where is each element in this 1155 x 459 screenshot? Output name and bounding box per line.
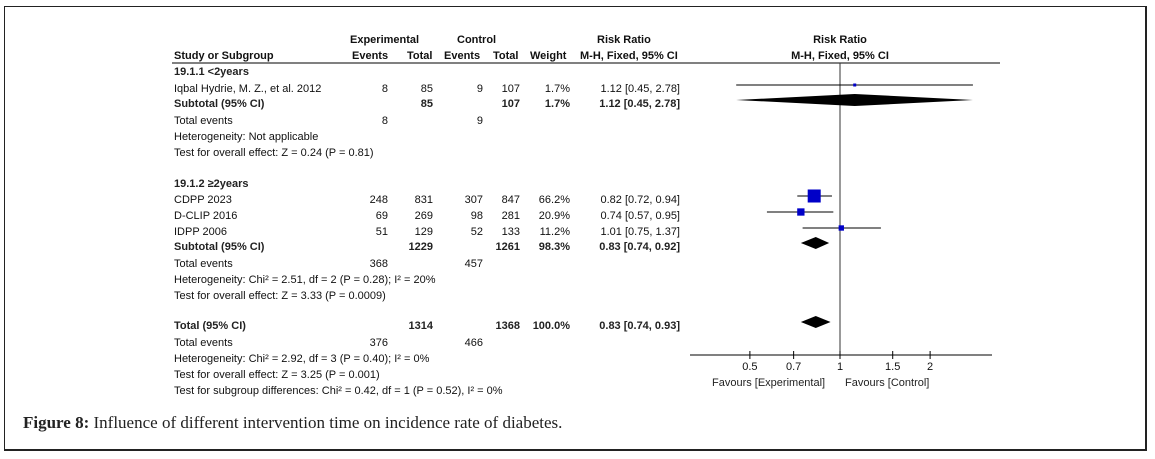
- caption-text: Influence of different intervention time…: [89, 413, 563, 432]
- summary-diamond: [736, 94, 973, 106]
- ctl-total: 847: [501, 194, 520, 206]
- exp-events: 248: [369, 194, 388, 206]
- x-tick-label: 1.5: [885, 361, 900, 373]
- header-control: Control: [457, 34, 497, 46]
- figure-frame: [4, 6, 1147, 451]
- header-study: Study or Subgroup: [174, 50, 274, 62]
- exp-events: 8: [381, 83, 388, 95]
- overall-total-events-label: Total events: [174, 337, 233, 349]
- subgroup-title: 19.1.1 <2years: [174, 66, 249, 78]
- weight: 20.9%: [538, 210, 570, 222]
- x-tick-label: 1: [837, 361, 843, 373]
- overall-ctl-total: 1368: [495, 320, 520, 332]
- exp-total: 85: [420, 83, 433, 95]
- ctl-events: 9: [476, 83, 483, 95]
- study-name: IDPP 2006: [174, 226, 228, 238]
- study-name: CDPP 2023: [174, 194, 232, 206]
- x-tick-label: 2: [927, 361, 933, 373]
- exp-total: 269: [414, 210, 433, 222]
- overall-weight: 100.0%: [532, 320, 570, 332]
- overall-rr: 0.83 [0.74, 0.93]: [599, 320, 680, 332]
- rr-ci: 0.82 [0.72, 0.94]: [600, 194, 680, 206]
- subtotal-rr: 1.12 [0.45, 2.78]: [599, 98, 680, 110]
- header-exp-total: Total: [407, 50, 433, 62]
- total-events-label: Total events: [174, 258, 233, 270]
- summary-diamond: [800, 316, 831, 328]
- favours-control-label: Favours [Control]: [845, 377, 930, 389]
- exp-total: 129: [414, 226, 433, 238]
- weight: 66.2%: [538, 194, 570, 206]
- subtotal-weight: 98.3%: [538, 241, 570, 253]
- total-events-ctl: 457: [464, 258, 483, 270]
- subtotal-label: Subtotal (95% CI): [174, 241, 265, 253]
- favours-experimental-label: Favours [Experimental]: [712, 377, 826, 389]
- overall-effect: Test for overall effect: Z = 0.24 (P = 0…: [174, 147, 374, 159]
- subtotal-label: Subtotal (95% CI): [174, 98, 265, 110]
- study-box: [807, 189, 821, 203]
- weight: 11.2%: [539, 226, 570, 238]
- x-tick-label: 0.5: [742, 361, 757, 373]
- subtotal-weight: 1.7%: [544, 98, 570, 110]
- plot-method: M-H, Fixed, 95% CI: [791, 50, 889, 62]
- study-box: [853, 83, 857, 87]
- subgroup-differences: Test for subgroup differences: Chi² = 0.…: [174, 385, 503, 397]
- header-weight: Weight: [530, 50, 567, 62]
- total-events-exp: 8: [381, 115, 388, 127]
- total-events-label: Total events: [174, 115, 233, 127]
- overall-total-events-exp: 376: [369, 337, 388, 349]
- rr-ci: 1.01 [0.75, 1.37]: [600, 226, 680, 238]
- exp-total: 831: [414, 194, 433, 206]
- study-name: Iqbal Hydrie, M. Z., et al. 2012: [174, 83, 322, 95]
- total-events-ctl: 9: [476, 115, 483, 127]
- rr-ci: 0.74 [0.57, 0.95]: [600, 210, 680, 222]
- overall-effect-test: Test for overall effect: Z = 3.25 (P = 0…: [174, 369, 380, 381]
- x-tick-label: 0.7: [786, 361, 801, 373]
- header-exp-events: Events: [352, 50, 389, 62]
- subtotal-ctl-total: 107: [501, 98, 520, 110]
- ctl-events: 307: [464, 194, 483, 206]
- header-ctl-events: Events: [444, 50, 481, 62]
- overall-effect: Test for overall effect: Z = 3.33 (P = 0…: [174, 290, 386, 302]
- header-risk-ratio: Risk Ratio: [597, 34, 651, 46]
- weight: 1.7%: [544, 83, 570, 95]
- study-name: D-CLIP 2016: [174, 210, 238, 222]
- ctl-events: 52: [470, 226, 483, 238]
- rr-ci: 1.12 [0.45, 2.78]: [600, 83, 680, 95]
- figure-caption: Figure 8: Influence of different interve…: [23, 413, 562, 433]
- plot-title: Risk Ratio: [813, 34, 867, 46]
- ctl-total: 133: [501, 226, 520, 238]
- ctl-total: 107: [501, 83, 520, 95]
- exp-events: 51: [375, 226, 388, 238]
- subtotal-rr: 0.83 [0.74, 0.92]: [599, 241, 680, 253]
- exp-events: 69: [375, 210, 388, 222]
- overall-label: Total (95% CI): [174, 320, 246, 332]
- subtotal-ctl-total: 1261: [495, 241, 520, 253]
- ctl-events: 98: [470, 210, 483, 222]
- summary-diamond: [800, 237, 830, 249]
- subtotal-exp-total: 1229: [408, 241, 433, 253]
- subtotal-exp-total: 85: [420, 98, 433, 110]
- ctl-total: 281: [501, 210, 520, 222]
- heterogeneity: Heterogeneity: Not applicable: [174, 131, 319, 143]
- header-ctl-total: Total: [493, 50, 519, 62]
- overall-heterogeneity: Heterogeneity: Chi² = 2.92, df = 3 (P = …: [174, 353, 430, 365]
- subgroup-title: 19.1.2 ≥2years: [174, 178, 249, 190]
- study-box: [838, 225, 844, 231]
- overall-total-events-ctl: 466: [464, 337, 483, 349]
- overall-exp-total: 1314: [408, 320, 433, 332]
- heterogeneity: Heterogeneity: Chi² = 2.51, df = 2 (P = …: [174, 274, 436, 286]
- total-events-exp: 368: [369, 258, 388, 270]
- study-box: [797, 208, 805, 216]
- header-rr-method: M-H, Fixed, 95% CI: [580, 50, 678, 62]
- header-experimental: Experimental: [350, 34, 420, 46]
- caption-label: Figure 8:: [23, 413, 90, 432]
